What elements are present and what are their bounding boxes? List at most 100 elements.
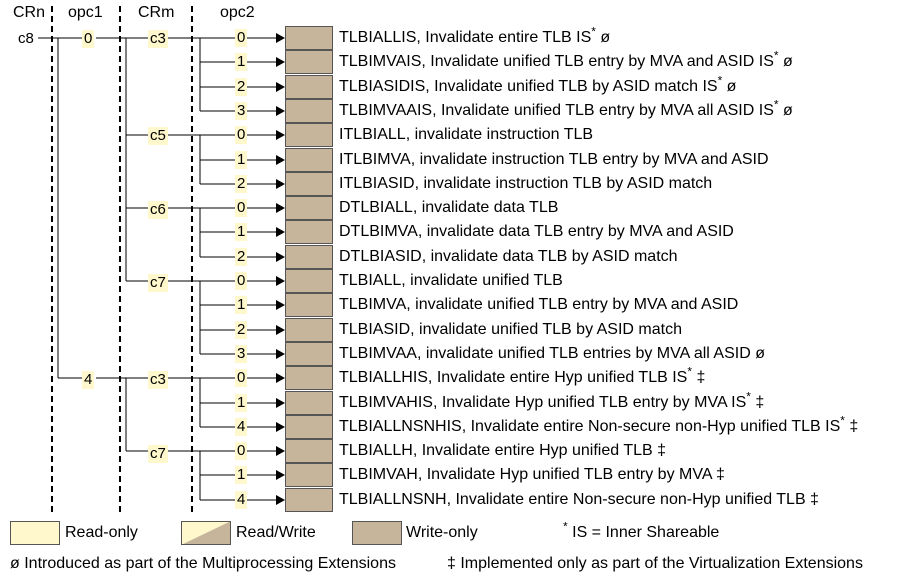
legend-read-write-swatch <box>181 521 231 545</box>
opc2-value: 1 <box>235 53 248 71</box>
register-name: TLBIALLNSNHIS, Invalidate entire Non-sec… <box>339 418 841 435</box>
opc2-value: 0 <box>235 442 248 460</box>
register-name: TLBIALLNSNH, Invalidate entire Non-secur… <box>339 491 806 508</box>
extension-mark: ‡ <box>652 442 666 459</box>
register-name: ITLBIASID, invalidate instruction TLB by… <box>339 175 713 192</box>
register-name: TLBIASID, invalidate unified TLB by ASID… <box>339 321 682 338</box>
write-only-register-cell <box>285 50 333 74</box>
arrow-head <box>276 130 285 140</box>
extension-mark: ø <box>750 345 765 362</box>
opc2-value: 0 <box>235 126 248 144</box>
write-only-register-cell <box>285 439 333 463</box>
register-description: DTLBIMVA, invalidate data TLB entry by M… <box>339 220 734 244</box>
extension-mark: ‡ <box>844 418 859 435</box>
arrow-head <box>276 422 285 432</box>
register-description: TLBIMVAH, Invalidate Hyp unified TLB ent… <box>339 463 725 487</box>
arrow-head <box>276 33 285 43</box>
legend-is-note: * IS = Inner Shareable <box>563 521 719 544</box>
write-only-register-cell <box>285 415 333 439</box>
write-only-register-cell <box>285 148 333 172</box>
extension-mark: ø <box>722 78 737 95</box>
register-description: ITLBIMVA, invalidate instruction TLB ent… <box>339 148 769 172</box>
register-row: 3 TLBIMVAAIS, Invalidate unified TLB entr… <box>0 99 908 123</box>
register-row: 1 TLBIMVA, invalidate unified TLB entry b… <box>0 293 908 317</box>
register-name: DTLBIMVA, invalidate data TLB entry by M… <box>339 223 734 240</box>
opc2-value: 1 <box>235 466 248 484</box>
register-description: ITLBIALL, invalidate instruction TLB <box>339 123 593 147</box>
register-row: 1 DTLBIMVA, invalidate data TLB entry by … <box>0 220 908 244</box>
register-name: DTLBIALL, invalidate data TLB <box>339 199 559 216</box>
arrow-head <box>276 325 285 335</box>
register-row: 2 TLBIASIDIS, Invalidate unified TLB by A… <box>0 75 908 99</box>
opc2-value: 0 <box>235 199 248 217</box>
register-description: TLBIASIDIS, Invalidate unified TLB by AS… <box>339 75 736 99</box>
register-name: TLBIMVAHIS, Invalidate Hyp unified TLB e… <box>339 394 747 411</box>
write-only-register-cell <box>285 26 333 50</box>
header-opc2: opc2 <box>220 4 255 21</box>
is-mark: * <box>746 389 751 404</box>
register-row: 0 TLBIALLHIS, Invalidate entire Hyp unifi… <box>0 366 908 390</box>
opc1-value: 0 <box>82 30 95 48</box>
write-only-register-cell <box>285 172 333 196</box>
register-row: 2 ITLBIASID, invalidate instruction TLB b… <box>0 172 908 196</box>
crm-value: c3 <box>148 30 168 48</box>
arrow-head <box>276 276 285 286</box>
register-row: 1 ITLBIMVA, invalidate instruction TLB en… <box>0 148 908 172</box>
register-description: TLBIALLNSNHIS, Invalidate entire Non-sec… <box>339 415 858 439</box>
write-only-register-cell <box>285 391 333 415</box>
register-row: 3 TLBIMVAA, invalidate unified TLB entrie… <box>0 342 908 366</box>
footnote-multiprocessing: ø Introduced as part of the Multiprocess… <box>10 555 396 572</box>
register-name: TLBIMVAAIS, Invalidate unified TLB entry… <box>339 102 774 119</box>
register-row: 0 TLBIALLH, Invalidate entire Hyp unified… <box>0 439 908 463</box>
extension-mark: ‡ <box>805 491 819 508</box>
extension-mark: ø <box>778 102 793 119</box>
extension-mark: ø <box>778 53 793 70</box>
arrow-head <box>276 106 285 116</box>
register-name: TLBIMVAH, Invalidate Hyp unified TLB ent… <box>339 466 712 483</box>
opc2-value: 3 <box>235 345 248 363</box>
opc2-value: 2 <box>235 248 248 266</box>
register-description: TLBIALLNSNH, Invalidate entire Non-secur… <box>339 488 819 512</box>
opc2-value: 4 <box>235 418 248 436</box>
register-description: DTLBIALL, invalidate data TLB <box>339 196 558 220</box>
write-only-register-cell <box>285 293 333 317</box>
register-name: TLBIMVAA, invalidate unified TLB entries… <box>339 345 751 362</box>
is-mark: * <box>773 48 779 63</box>
header-opc1: opc1 <box>68 4 103 21</box>
legend-write-only-swatch <box>352 521 402 545</box>
opc2-value: 1 <box>235 296 248 314</box>
arrow-head <box>276 349 285 359</box>
opc2-value: 0 <box>235 369 248 387</box>
crn-value: c8 <box>18 30 34 47</box>
opc2-value: 4 <box>235 491 248 509</box>
write-only-register-cell <box>285 75 333 99</box>
opc2-value: 1 <box>235 223 248 241</box>
is-mark: * <box>773 97 779 112</box>
opc1-value: 4 <box>82 371 95 389</box>
register-row: 1 TLBIMVAHIS, Invalidate Hyp unified TLB … <box>0 391 908 415</box>
arrow-head <box>276 155 285 165</box>
register-description: TLBIMVAHIS, Invalidate Hyp unified TLB e… <box>339 391 764 415</box>
write-only-register-cell <box>285 366 333 390</box>
write-only-register-cell <box>285 488 333 512</box>
arrow-head <box>276 470 285 480</box>
register-description: TLBIMVA, invalidate unified TLB entry by… <box>339 293 738 317</box>
is-mark: * <box>840 413 845 428</box>
is-mark: * <box>687 364 693 379</box>
header-crm: CRm <box>138 4 175 21</box>
opc2-value: 2 <box>235 78 248 96</box>
write-only-register-cell <box>285 318 333 342</box>
register-name: DTLBIASID, invalidate data TLB by ASID m… <box>339 248 678 265</box>
write-only-register-cell <box>285 123 333 147</box>
opc2-value: 1 <box>235 151 248 169</box>
is-mark: * <box>717 73 723 88</box>
register-name: TLBIALL, invalidate unified TLB <box>339 272 563 289</box>
opc2-value: 1 <box>235 394 248 412</box>
register-name: ITLBIALL, invalidate instruction TLB <box>339 126 594 143</box>
write-only-register-cell <box>285 220 333 244</box>
register-description: TLBIASID, invalidate unified TLB by ASID… <box>339 318 682 342</box>
register-name: TLBIMVAIS, Invalidate unified TLB entry … <box>339 53 774 70</box>
arrow-head <box>276 203 285 213</box>
register-row: 0 TLBIALL, invalidate unified TLB <box>0 269 908 293</box>
